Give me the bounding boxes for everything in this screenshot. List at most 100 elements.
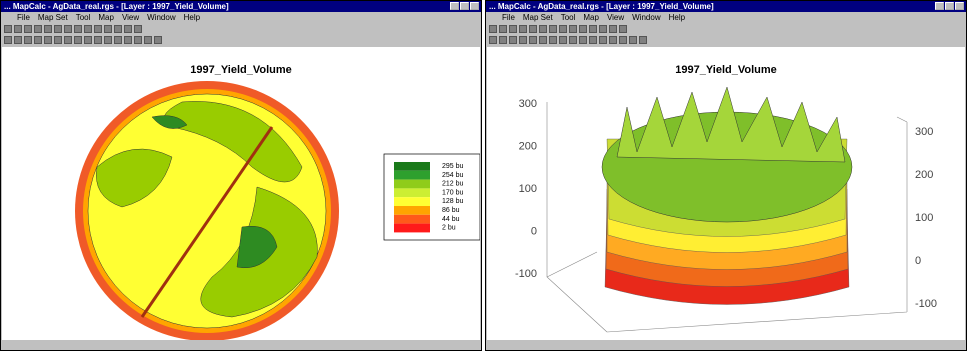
- menu-item[interactable]: Window: [147, 12, 175, 23]
- tool-button[interactable]: [589, 25, 597, 33]
- menu-bar: File Map Set Tool Map View Window Help: [486, 12, 966, 23]
- tool-button[interactable]: [134, 25, 142, 33]
- tool-button[interactable]: [519, 36, 527, 44]
- tool-button[interactable]: [619, 25, 627, 33]
- tool-button[interactable]: [549, 36, 557, 44]
- close-button[interactable]: [470, 2, 479, 10]
- menu-item[interactable]: Map: [583, 12, 599, 23]
- tool-button[interactable]: [124, 25, 132, 33]
- z-tick-label: 100: [519, 183, 537, 195]
- z-tick-label: 100: [915, 212, 933, 224]
- tool-button[interactable]: [34, 36, 42, 44]
- tool-button[interactable]: [4, 25, 12, 33]
- tool-button[interactable]: [54, 25, 62, 33]
- legend-swatch: [394, 215, 430, 224]
- menu-item[interactable]: View: [122, 12, 139, 23]
- tool-button[interactable]: [609, 25, 617, 33]
- tool-button[interactable]: [74, 36, 82, 44]
- menu-item[interactable]: Map Set: [38, 12, 68, 23]
- menu-item[interactable]: Tool: [76, 12, 91, 23]
- tool-button[interactable]: [599, 25, 607, 33]
- tool-button[interactable]: [114, 25, 122, 33]
- tool-button[interactable]: [24, 36, 32, 44]
- legend-label: 295 bu: [442, 163, 464, 170]
- legend-swatch: [394, 171, 430, 180]
- tool-button[interactable]: [599, 36, 607, 44]
- menu-item[interactable]: Map: [98, 12, 114, 23]
- maximize-button[interactable]: [460, 2, 469, 10]
- tool-button[interactable]: [509, 36, 517, 44]
- legend-swatch: [394, 162, 430, 171]
- tool-button[interactable]: [4, 36, 12, 44]
- tool-button[interactable]: [94, 36, 102, 44]
- tool-button[interactable]: [124, 36, 132, 44]
- tool-button[interactable]: [104, 25, 112, 33]
- toolbar: [486, 23, 966, 34]
- menu-item[interactable]: File: [502, 12, 515, 23]
- menu-item[interactable]: Map Set: [523, 12, 553, 23]
- tool-button[interactable]: [499, 25, 507, 33]
- legend-swatch: [394, 180, 430, 189]
- tool-button[interactable]: [114, 36, 122, 44]
- tool-button[interactable]: [489, 25, 497, 33]
- tool-button[interactable]: [529, 36, 537, 44]
- legend-label: 128 bu: [442, 198, 464, 205]
- tool-button[interactable]: [589, 36, 597, 44]
- title-bar: ... MapCalc - AgData_real.rgs - [Layer :…: [1, 1, 481, 12]
- window: ... MapCalc - AgData_real.rgs - [Layer :…: [485, 0, 967, 351]
- tool-button[interactable]: [34, 25, 42, 33]
- maximize-button[interactable]: [945, 2, 954, 10]
- close-button[interactable]: [955, 2, 964, 10]
- tool-button[interactable]: [609, 36, 617, 44]
- tool-button[interactable]: [24, 25, 32, 33]
- menu-item[interactable]: Help: [184, 12, 200, 23]
- tool-button[interactable]: [84, 25, 92, 33]
- tool-button[interactable]: [64, 36, 72, 44]
- menu-item[interactable]: Tool: [561, 12, 576, 23]
- tool-button[interactable]: [499, 36, 507, 44]
- tool-button[interactable]: [569, 25, 577, 33]
- tool-button[interactable]: [539, 25, 547, 33]
- tool-button[interactable]: [559, 36, 567, 44]
- tool-button[interactable]: [529, 25, 537, 33]
- minimize-button[interactable]: [935, 2, 944, 10]
- tool-button[interactable]: [629, 36, 637, 44]
- tool-button[interactable]: [569, 36, 577, 44]
- tool-button[interactable]: [619, 36, 627, 44]
- z-tick-label: 300: [915, 126, 933, 138]
- tool-button[interactable]: [144, 36, 152, 44]
- tool-button[interactable]: [14, 25, 22, 33]
- menu-item[interactable]: File: [17, 12, 30, 23]
- legend-label: 212 bu: [442, 181, 464, 188]
- tool-button[interactable]: [519, 25, 527, 33]
- z-tick-label: -100: [915, 298, 937, 310]
- status-bar: [486, 340, 966, 350]
- menu-item[interactable]: Help: [669, 12, 685, 23]
- minimize-button[interactable]: [450, 2, 459, 10]
- tool-button[interactable]: [639, 36, 647, 44]
- tool-button[interactable]: [74, 25, 82, 33]
- tool-button[interactable]: [539, 36, 547, 44]
- tool-button[interactable]: [134, 36, 142, 44]
- menu-item[interactable]: Window: [632, 12, 660, 23]
- tool-button[interactable]: [104, 36, 112, 44]
- tool-button[interactable]: [94, 25, 102, 33]
- tool-button[interactable]: [559, 25, 567, 33]
- tool-button[interactable]: [64, 25, 72, 33]
- menu-item[interactable]: View: [607, 12, 624, 23]
- tool-button[interactable]: [44, 36, 52, 44]
- tool-button[interactable]: [44, 25, 52, 33]
- tool-button[interactable]: [579, 36, 587, 44]
- tool-button[interactable]: [54, 36, 62, 44]
- tool-button[interactable]: [509, 25, 517, 33]
- tool-button[interactable]: [84, 36, 92, 44]
- tool-button[interactable]: [549, 25, 557, 33]
- tool-button[interactable]: [489, 36, 497, 44]
- tool-button[interactable]: [579, 25, 587, 33]
- tool-button[interactable]: [154, 36, 162, 44]
- tool-button[interactable]: [14, 36, 22, 44]
- z-tick-label: 200: [915, 169, 933, 181]
